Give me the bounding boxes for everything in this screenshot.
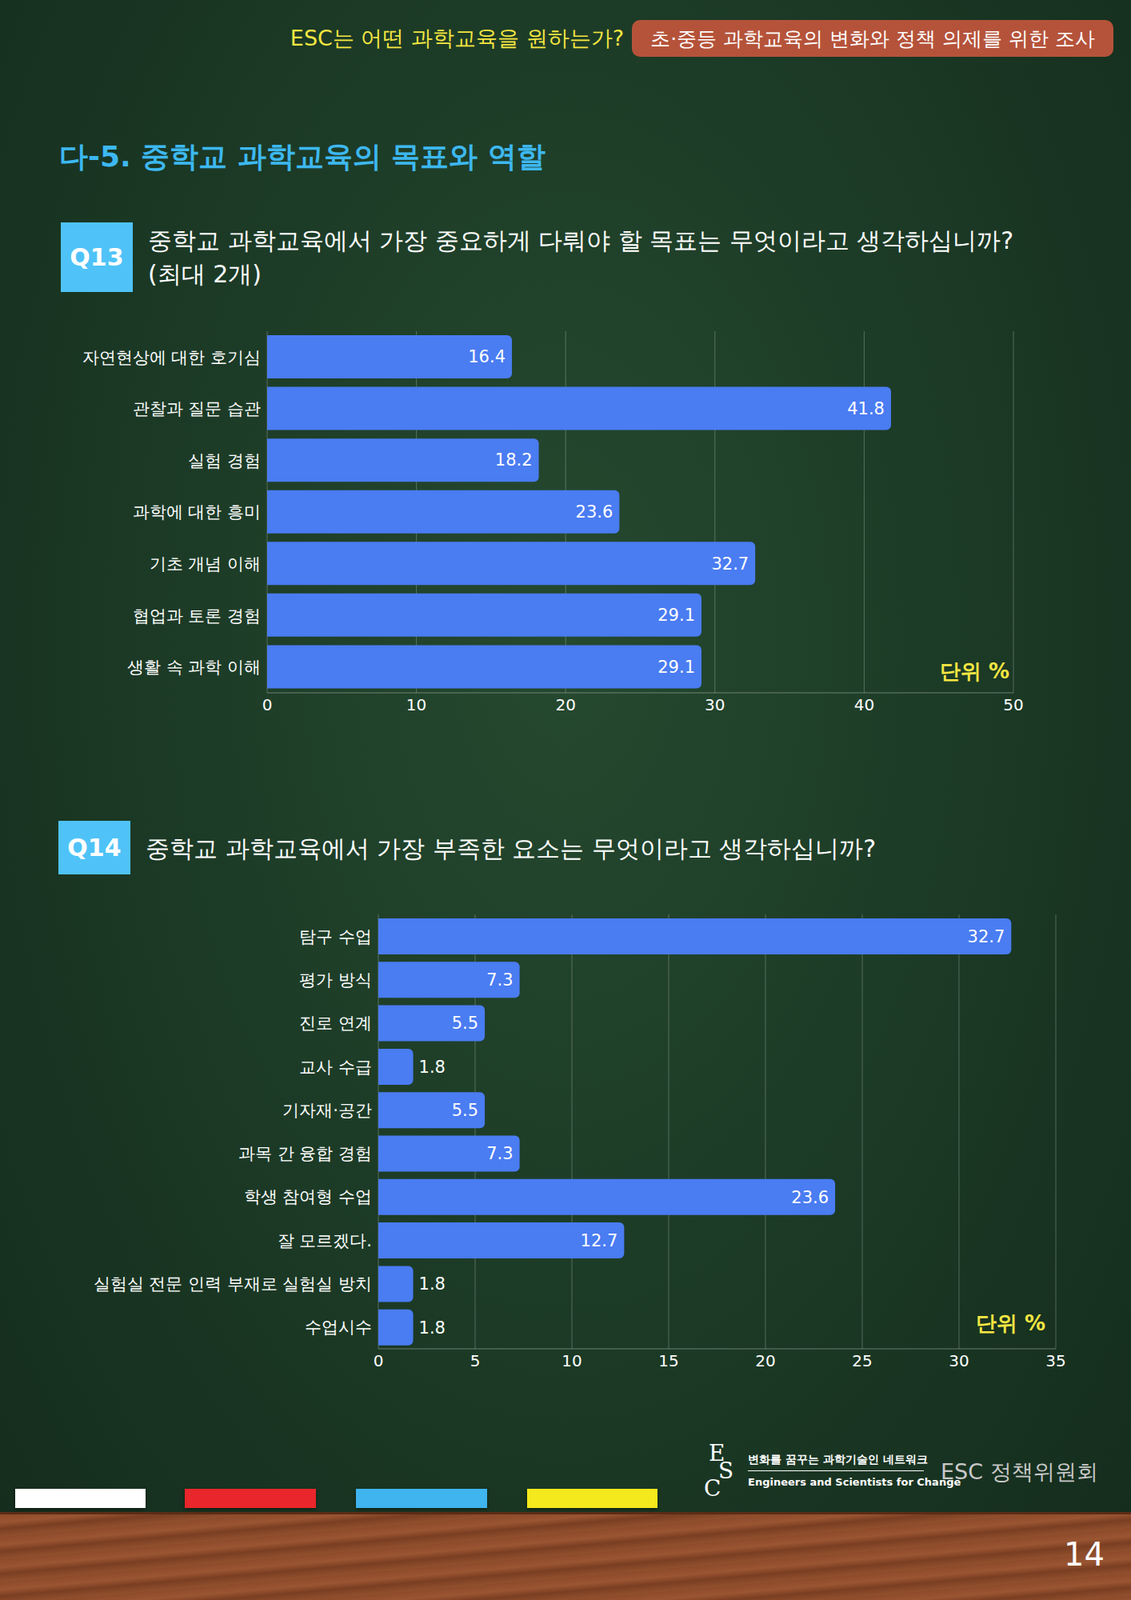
svg-text:1.8: 1.8 [419,1057,446,1077]
svg-text:진로 연계: 진로 연계 [299,1013,372,1033]
html-text:중학교 과학교육에서 가장 중요하게 다뤄야 할 목표는 무: 중학교 과학교육에서 가장 중요하게 다뤄야 할 목표는 무엇이라고 생각하십니… [147,226,1014,255]
html-text:ESC는 어떤 과학교육을 원하는가?: ESC는 어떤 과학교육을 원하는가? [290,25,624,51]
svg-text:탐구 수업: 탐구 수업 [299,927,372,947]
svg-text:과학에 대한 흥미: 과학에 대한 흥미 [132,502,261,522]
svg-text:관찰과 질문 습관: 관찰과 질문 습관 [132,399,261,419]
svg-text:32.7: 32.7 [967,927,1006,947]
html-text:14: 14 [1063,1535,1105,1573]
svg-text:41.8: 41.8 [847,399,885,419]
svg-text:5.5: 5.5 [451,1100,479,1120]
html-text:중학교 과학교육에서 가장 부족한 요소는 무엇이라고 생각: 중학교 과학교육에서 가장 부족한 요소는 무엇이라고 생각하십니까? [145,834,876,863]
svg-text:5: 5 [470,1350,481,1371]
svg-text:29.1: 29.1 [657,657,696,677]
html-text:단위 %: 단위 % [975,1310,1046,1335]
svg-text:수업시수: 수업시수 [304,1317,372,1337]
svg-text:30: 30 [948,1350,969,1371]
html-text:Q13: Q13 [69,243,124,272]
svg-text:32.7: 32.7 [711,554,749,574]
html-text:다-5. 중학교 과학교육의 목표와 역할: 다-5. 중학교 과학교육의 목표와 역할 [59,139,546,173]
html-text:Engineers and Scientists for C: Engineers and Scientists for Change [747,1475,961,1488]
svg-text:20: 20 [755,1350,776,1371]
html-text:단위 %: 단위 % [939,659,1010,684]
svg-text:평가 방식: 평가 방식 [299,970,372,990]
svg-text:1.8: 1.8 [419,1274,446,1294]
html-text:E: E [708,1439,726,1467]
svg-text:40: 40 [854,695,875,715]
svg-text:16.4: 16.4 [467,347,506,367]
html-text:변화를 꿈꾸는 과학기술인 네트워크: 변화를 꿈꾸는 과학기술인 네트워크 [747,1452,928,1466]
html-text:초·중등 과학교육의 변화와 정책 의제를 위한 조사: 초·중등 과학교육의 변화와 정책 의제를 위한 조사 [650,26,1095,50]
svg-text:실험 경험: 실험 경험 [187,451,261,471]
svg-text:7.3: 7.3 [486,970,513,990]
html-text:C: C [703,1474,721,1502]
svg-text:10: 10 [561,1350,582,1371]
html-text:Q14: Q14 [67,833,122,862]
html-text:S: S [718,1457,734,1484]
svg-text:자연현상에 대한 호기심: 자연현상에 대한 호기심 [82,347,261,368]
svg-text:50: 50 [1003,695,1024,715]
html-text:ESC 정책위원회: ESC 정책위원회 [940,1458,1098,1484]
svg-text:교사 수급: 교사 수급 [299,1057,372,1077]
svg-text:생활 속 과학 이해: 생활 속 과학 이해 [127,657,261,677]
svg-text:학생 참여형 수업: 학생 참여형 수업 [243,1186,372,1207]
svg-text:7.3: 7.3 [486,1143,513,1163]
svg-text:30: 30 [704,695,725,715]
svg-text:23.6: 23.6 [791,1187,829,1207]
svg-text:0: 0 [373,1350,384,1371]
svg-text:기초 개념 이해: 기초 개념 이해 [149,554,261,574]
svg-text:과목 간 융합 경험: 과목 간 융합 경험 [238,1143,372,1163]
svg-text:협업과 토론 경험: 협업과 토론 경험 [132,606,261,626]
svg-text:18.2: 18.2 [495,450,533,470]
svg-text:12.7: 12.7 [580,1230,619,1251]
svg-text:1.8: 1.8 [419,1318,446,1338]
svg-text:기자재·공간: 기자재·공간 [282,1100,372,1120]
svg-text:29.1: 29.1 [657,605,696,625]
svg-text:5.5: 5.5 [451,1013,479,1033]
svg-text:15: 15 [658,1350,679,1371]
html-text:(최대 2개): (최대 2개) [147,259,262,288]
svg-text:25: 25 [851,1350,872,1371]
svg-text:23.6: 23.6 [575,502,614,522]
svg-text:0: 0 [262,695,273,715]
svg-text:10: 10 [406,695,427,715]
svg-text:35: 35 [1045,1350,1066,1371]
svg-text:20: 20 [555,695,576,715]
svg-text:잘 모르겠다.: 잘 모르겠다. [277,1230,372,1251]
svg-text:실험실 전문 인력 부재로 실험실 방치: 실험실 전문 인력 부재로 실험실 방치 [93,1274,372,1294]
